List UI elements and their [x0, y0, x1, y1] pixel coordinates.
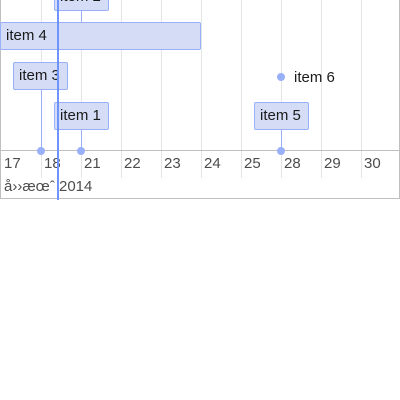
- item-dot: [77, 147, 85, 155]
- item-connector: [81, 10, 82, 22]
- timeline-item-4[interactable]: item 4: [0, 22, 201, 50]
- axis-tick-label: 23: [164, 155, 181, 172]
- timeline-item-2[interactable]: item 2: [54, 0, 109, 11]
- timeline-item-5[interactable]: item 5: [254, 102, 309, 130]
- axis-tick-label: 30: [364, 155, 381, 172]
- grid-line: [241, 0, 242, 178]
- timeline-item-6[interactable]: item 6: [294, 69, 335, 86]
- axis-tick-label: 17: [4, 155, 21, 172]
- timeline[interactable]: item 2 item 4 item 3 item 6 item 1 item …: [0, 0, 400, 200]
- timeline-item-6-dot[interactable]: [277, 73, 285, 81]
- axis-tick-label: 29: [324, 155, 341, 172]
- item-connector: [41, 90, 42, 151]
- timeline-item-1[interactable]: item 1: [54, 102, 109, 130]
- current-time-marker[interactable]: [57, 0, 59, 200]
- axis-tick-label: 24: [204, 155, 221, 172]
- axis-tick-label: 25: [244, 155, 261, 172]
- grid-line: [201, 0, 202, 178]
- grid-line: [321, 0, 322, 178]
- grid-line: [361, 0, 362, 178]
- axis-tick-label: 21: [84, 155, 101, 172]
- item-dot: [37, 147, 45, 155]
- timeline-item-3[interactable]: item 3: [13, 62, 68, 90]
- time-axis-line: [1, 150, 399, 151]
- item-dot: [277, 147, 285, 155]
- axis-period-label: å››æœˆ 2014: [4, 178, 92, 195]
- axis-tick-label: 22: [124, 155, 141, 172]
- axis-tick-label: 28: [284, 155, 301, 172]
